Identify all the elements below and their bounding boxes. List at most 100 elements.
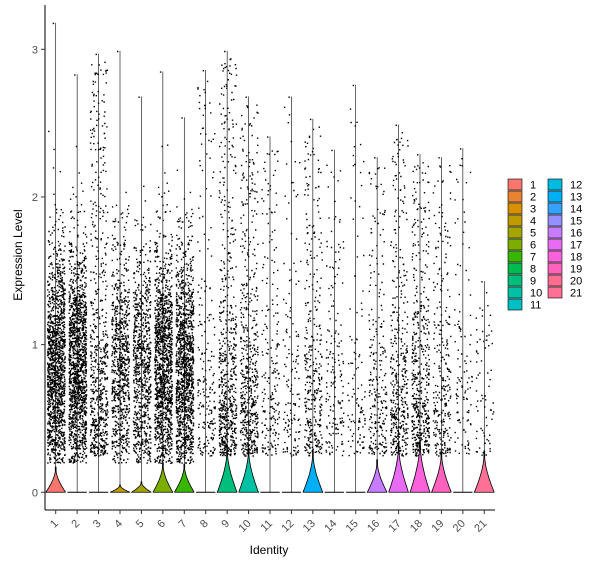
legend-label: 19: [570, 264, 582, 276]
x-tick-label: 12: [279, 518, 296, 535]
x-tick-label: 8: [198, 518, 211, 531]
legend-key: [547, 178, 563, 191]
legend-item-10: 10: [507, 286, 542, 300]
legend-key: [507, 202, 523, 215]
x-axis-title: Identity: [250, 543, 289, 557]
violin-7: [174, 463, 195, 493]
legend-label: 10: [530, 288, 542, 300]
violin-19: [430, 450, 452, 493]
y-tick-label: 1: [32, 340, 38, 352]
jitter-group-18: [411, 154, 431, 493]
x-tick-label: 5: [134, 518, 147, 531]
points: [411, 154, 431, 457]
legend-key: [547, 214, 563, 227]
legend-item-17: 17: [547, 238, 582, 252]
legend-label: 13: [570, 192, 582, 204]
jitter-group-4: [111, 50, 131, 493]
legend-item-4: 4: [507, 214, 536, 228]
x-tick-label: 2: [69, 518, 82, 531]
x-tick-label: 18: [408, 518, 425, 535]
violin-10: [238, 447, 260, 493]
y-tick-label: 3: [32, 44, 38, 56]
legend-item-13: 13: [547, 190, 582, 204]
jitter-group-15: [347, 84, 366, 493]
legend-item-3: 3: [507, 202, 536, 216]
x-tick-label: 19: [429, 518, 446, 535]
x-tick-label: 14: [322, 518, 339, 535]
jitter-group-1: [47, 22, 66, 493]
legend-key: [507, 250, 523, 263]
legend-key: [547, 226, 563, 239]
jitter-group-5: [132, 96, 152, 493]
points: [325, 149, 345, 457]
legend-label: 16: [570, 228, 582, 240]
points: [347, 84, 366, 457]
points: [261, 136, 281, 456]
jitter-group-2: [68, 74, 88, 493]
violin-13: [302, 450, 324, 494]
legend-item-15: 15: [547, 214, 582, 228]
legend-item-6: 6: [507, 238, 536, 252]
legend-key: [547, 190, 563, 203]
x-tick-label: 1: [48, 518, 61, 531]
jitter-points: [47, 22, 495, 493]
jitter-group-17: [389, 124, 409, 493]
legend-key: [507, 286, 523, 299]
legend-key: [507, 262, 523, 275]
legend-label: 14: [570, 204, 582, 216]
legend-key: [547, 262, 563, 275]
x-tick-label: 17: [387, 518, 404, 535]
legend-item-1: 1: [507, 178, 536, 192]
legend-key: [547, 202, 563, 215]
legend-label: 21: [570, 288, 582, 300]
jitter-group-8: [197, 69, 216, 493]
violin-16: [366, 459, 388, 494]
legend-item-21: 21: [547, 286, 582, 300]
legend-key: [547, 250, 563, 263]
violin-4: [109, 484, 131, 493]
legend-item-18: 18: [547, 250, 582, 264]
legend-label: 4: [530, 216, 536, 228]
legend-key: [547, 274, 563, 287]
legend-label: 3: [530, 204, 536, 216]
legend-item-14: 14: [547, 202, 582, 216]
x-tick-label: 6: [155, 518, 168, 531]
y-axis-title: Expression Level: [11, 209, 25, 300]
legend-item-12: 12: [547, 178, 582, 192]
x-tick-label: 13: [301, 518, 318, 535]
jitter-group-9: [218, 50, 238, 493]
x-tick-label: 16: [365, 518, 382, 535]
legend-label: 15: [570, 216, 582, 228]
legend-label: 9: [530, 276, 536, 288]
x-tick-label: 9: [219, 518, 232, 531]
points: [132, 96, 152, 464]
x-tick-label: 3: [91, 518, 104, 531]
legend-key: [507, 214, 523, 227]
x-tick-label: 10: [237, 518, 254, 535]
points: [432, 157, 452, 457]
jitter-group-19: [432, 157, 452, 493]
violin-18: [409, 440, 431, 494]
violin-9: [216, 447, 238, 494]
legend-key: [547, 286, 563, 299]
jitter-group-3: [89, 53, 109, 493]
jitter-group-11: [261, 136, 281, 493]
violin-17: [388, 443, 410, 493]
points: [197, 70, 216, 457]
points: [218, 50, 238, 457]
violin-5: [130, 481, 152, 493]
points: [368, 157, 388, 457]
jitter-group-12: [282, 96, 302, 493]
x-tick-label: 4: [112, 518, 125, 531]
legend-label: 17: [570, 240, 582, 252]
legend-label: 12: [570, 180, 582, 192]
points: [68, 74, 88, 464]
legend-key: [507, 178, 523, 191]
jitter-group-6: [154, 71, 173, 493]
legend-item-8: 8: [507, 262, 536, 276]
jitter-group-10: [239, 96, 259, 493]
jitter-group-14: [325, 149, 345, 493]
points: [111, 50, 131, 464]
